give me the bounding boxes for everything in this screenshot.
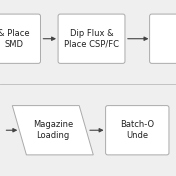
Text: & Place
SMD: & Place SMD (0, 29, 30, 49)
Text: Batch-O
Unde: Batch-O Unde (120, 120, 154, 140)
Polygon shape (12, 106, 93, 155)
FancyBboxPatch shape (58, 14, 125, 63)
FancyBboxPatch shape (150, 14, 176, 63)
FancyBboxPatch shape (106, 106, 169, 155)
Text: Magazine
Loading: Magazine Loading (33, 120, 73, 140)
Text: Dip Flux &
Place CSP/FC: Dip Flux & Place CSP/FC (64, 29, 119, 49)
FancyBboxPatch shape (0, 14, 40, 63)
